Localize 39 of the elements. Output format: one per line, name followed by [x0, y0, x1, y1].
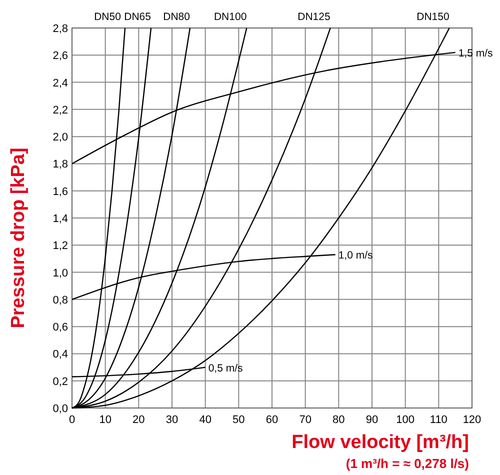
- y-tick-label: 2,4: [52, 77, 68, 90]
- x-tick-label: 70: [299, 414, 312, 426]
- y-tick-label: 2,2: [52, 104, 68, 116]
- y-tick-label: 1,0: [52, 267, 68, 280]
- series-label: 0,5 m/s: [208, 362, 243, 374]
- x-tick-label: 10: [99, 414, 112, 426]
- y-tick-label: 0,6: [52, 322, 68, 334]
- y-tick-label: 0,4: [52, 348, 68, 361]
- y-tick-label: 1,6: [52, 186, 68, 198]
- x-tick-label: 60: [266, 414, 278, 426]
- y-tick-label: 1,8: [52, 158, 68, 171]
- y-axis-title: Pressure drop [kPa]: [8, 148, 29, 328]
- series-label: 1,0 m/s: [338, 250, 373, 262]
- series-label: DN125: [298, 11, 330, 23]
- x-tick-label: 50: [232, 414, 245, 426]
- x-tick-label: 80: [332, 414, 345, 426]
- x-tick-label: 100: [396, 414, 415, 426]
- x-tick-label: 30: [166, 414, 178, 426]
- x-tick-label: 90: [366, 414, 378, 426]
- y-tick-label: 0,2: [52, 376, 68, 388]
- series-label: DN80: [163, 11, 190, 23]
- x-tick-label: 0: [68, 414, 76, 426]
- x-tick-label: 40: [199, 414, 212, 426]
- x-tick-label: 110: [430, 414, 448, 426]
- y-tick-label: 2,0: [52, 132, 68, 144]
- series-label: DN150: [416, 11, 450, 23]
- series-label: DN50: [94, 11, 122, 23]
- y-tick-label: 1,2: [52, 240, 68, 252]
- text: (1 m³/h = ≈ 0,278 l/s): [346, 456, 469, 471]
- y-tick-label: 0,0: [52, 403, 68, 415]
- x-axis-title: Flow velocity [m³/h]: [292, 432, 469, 453]
- y-tick-label: 2,6: [52, 50, 68, 62]
- y-tick-label: 0,8: [52, 294, 68, 306]
- series-label: DN100: [214, 11, 247, 23]
- x-tick-label: 120: [462, 414, 482, 426]
- y-tick-label: 2,8: [52, 23, 68, 35]
- y-tick-label: 1,4: [52, 213, 68, 225]
- series-label: DN65: [124, 11, 152, 23]
- x-tick-label: 20: [132, 414, 145, 426]
